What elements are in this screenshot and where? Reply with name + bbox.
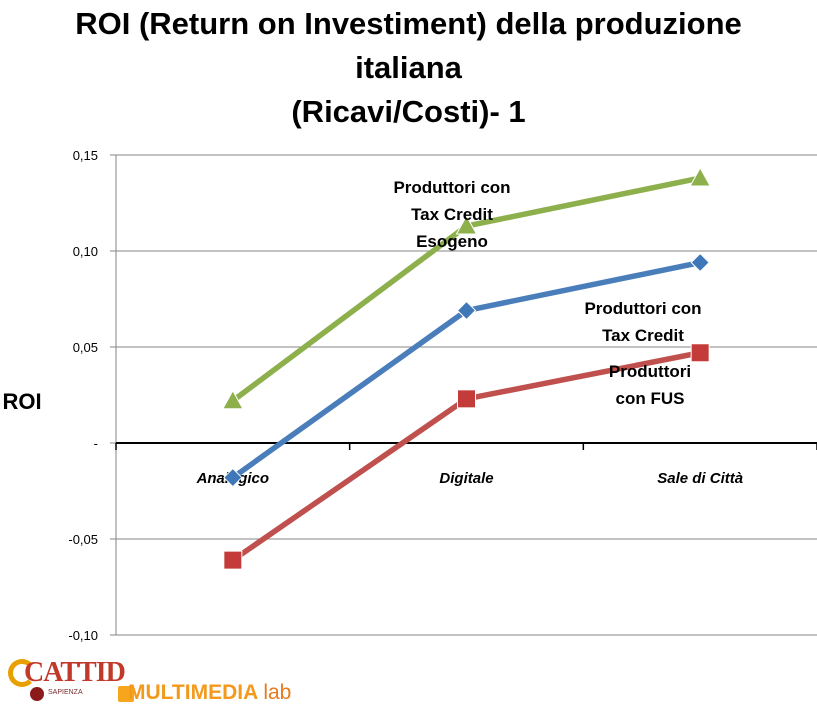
series-annotation-green: Tax Credit bbox=[411, 205, 493, 224]
cattid-logo-subtext: SAPIENZA bbox=[48, 689, 83, 696]
sapienza-seal-icon bbox=[30, 687, 44, 701]
multimedia-lab-logo: MULTIMEDIA lab bbox=[118, 681, 318, 705]
chart-title-line-3: (Ricavi/Costi)- 1 bbox=[291, 94, 526, 129]
data-point-green bbox=[689, 167, 712, 187]
y-tick-label: - bbox=[94, 436, 98, 451]
series-line-red bbox=[231, 350, 701, 563]
lab-word: lab bbox=[263, 681, 292, 704]
y-axis-title: ROI bbox=[2, 389, 41, 414]
multimedia-word: MULTIMEDIA bbox=[128, 681, 258, 704]
y-tick-label: 0,10 bbox=[73, 244, 98, 259]
series-annotation-green: Esogeno bbox=[416, 232, 488, 251]
series-annotation-green: Produttori con bbox=[393, 178, 510, 197]
chart-title-line-1: ROI (Return on Investiment) della produz… bbox=[75, 6, 742, 41]
chart-title-line-2: italiana bbox=[355, 50, 462, 85]
data-point-red bbox=[690, 343, 710, 363]
multimedia-square-icon bbox=[118, 686, 134, 702]
data-point-blue bbox=[223, 467, 243, 488]
cattid-logo: CATTID SAPIENZA bbox=[8, 655, 126, 703]
cattid-swirl-icon bbox=[8, 659, 36, 687]
series-annotation-red: Produttori bbox=[609, 362, 691, 381]
y-tick-label: -0,10 bbox=[68, 628, 98, 643]
series-annotation-blue: Produttori con bbox=[584, 299, 701, 318]
data-point-green bbox=[455, 215, 478, 235]
multimedia-lab-text: MULTIMEDIA lab bbox=[128, 681, 291, 705]
x-tick-label: Sale di Città bbox=[657, 470, 743, 487]
series-annotation-red: con FUS bbox=[616, 389, 685, 408]
chart-title: ROI (Return on Investiment) della produz… bbox=[0, 2, 817, 134]
data-point-red bbox=[457, 389, 476, 409]
x-tick-label: Digitale bbox=[439, 470, 493, 487]
data-point-blue bbox=[456, 300, 477, 321]
data-point-blue bbox=[690, 252, 710, 273]
y-tick-label: 0,15 bbox=[73, 148, 98, 163]
data-point-green bbox=[221, 389, 244, 410]
y-tick-label: 0,05 bbox=[73, 340, 98, 355]
cattid-logo-text: CATTID bbox=[24, 657, 126, 688]
series-annotation-blue: Tax Credit bbox=[602, 326, 684, 345]
y-tick-label: -0,05 bbox=[68, 532, 98, 547]
data-point-red bbox=[223, 550, 243, 570]
